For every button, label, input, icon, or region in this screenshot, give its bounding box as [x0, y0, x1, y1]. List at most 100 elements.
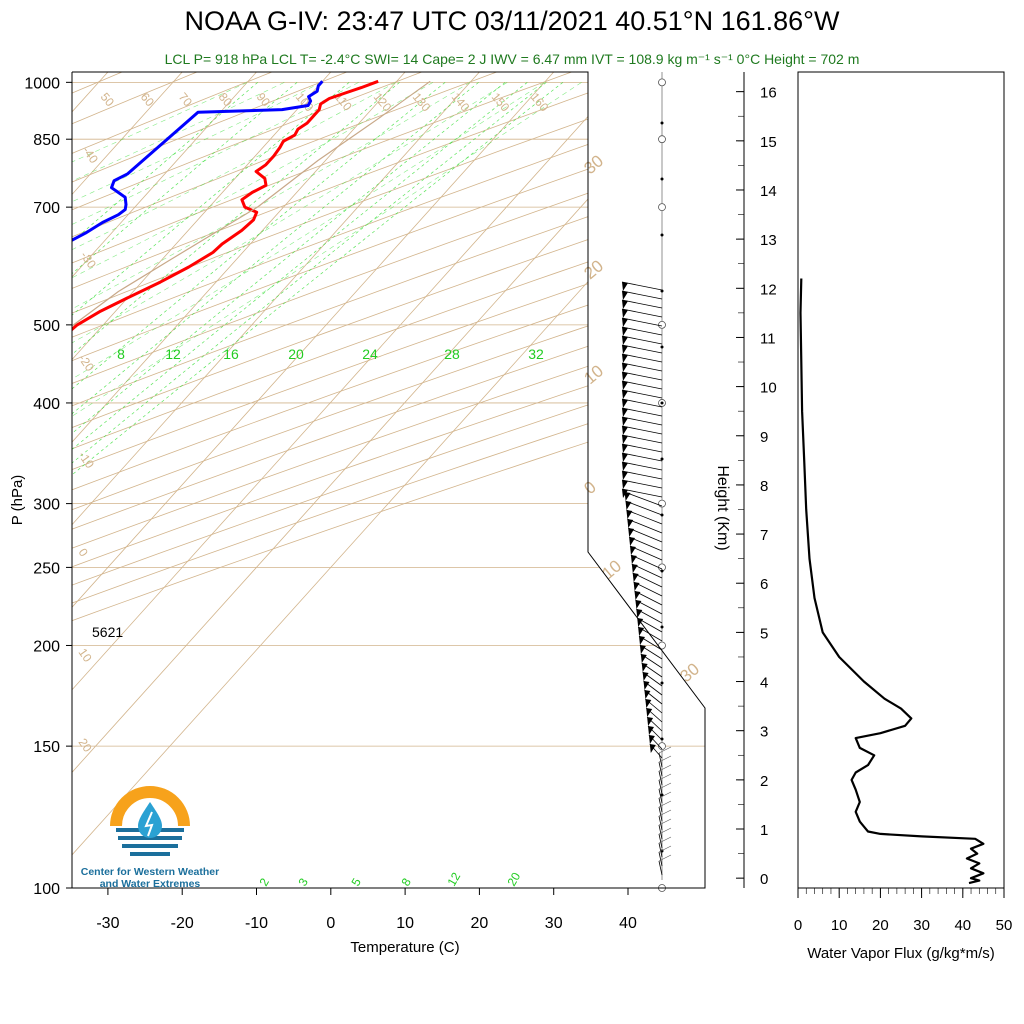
height-tick-label: 1 [760, 822, 768, 839]
wind-barb-flag [643, 681, 650, 690]
wind-barb-flag [636, 609, 643, 618]
wind-barb-flag [630, 546, 636, 555]
wind-barb-feather [658, 755, 672, 763]
wind-level-dot [660, 233, 664, 237]
isotherm-label: 0 [76, 546, 91, 560]
wind-barb-flag [646, 708, 653, 717]
wind-barb-flag [645, 699, 652, 708]
wind-barb [658, 752, 663, 768]
mixing-ratio-label: 28 [444, 346, 460, 362]
wind-barb [621, 344, 663, 354]
wind-barb [658, 851, 663, 867]
height-tick-label: 7 [760, 527, 768, 544]
wind-barb [621, 434, 663, 444]
height-tick-label: 15 [760, 134, 777, 151]
wind-barb-flag [641, 663, 648, 672]
wind-barb-flag [642, 672, 649, 681]
chart-title: NOAA G-IV: 23:47 UTC 03/11/2021 40.51°N … [184, 6, 840, 36]
logo-icon [110, 786, 190, 860]
wind-barb [621, 317, 663, 327]
wind-barb-flag [622, 408, 628, 417]
height-tick-label: 14 [760, 183, 777, 200]
dry-adiabat [72, 72, 705, 888]
isotherm-label: 30 [676, 659, 703, 686]
dry-adiabat [72, 72, 705, 888]
y-tick-label: 200 [33, 638, 60, 655]
dry-adiabat [72, 72, 666, 888]
wind-barb [621, 389, 663, 399]
wind-level-circle [658, 78, 666, 87]
x-tick-label: 30 [545, 915, 563, 932]
x-axis-label: Temperature (C) [350, 939, 459, 956]
isotherm-label: -40 [80, 144, 102, 167]
dry-adiabat [72, 72, 214, 888]
moist-adiabat [72, 82, 508, 646]
wind-barb-flag [624, 492, 631, 501]
wind-barb [658, 824, 663, 840]
isotherm [72, 72, 332, 888]
chart-subtitle: LCL P= 918 hPa LCL T= -2.4°C SWI= 14 Cap… [164, 51, 860, 67]
height-tick-label: 12 [760, 281, 777, 298]
isotherm-label: 10 [598, 556, 625, 583]
wind-barb-flag [625, 501, 632, 510]
wind-barb [658, 842, 663, 858]
flux-x-tick-label: 0 [794, 917, 802, 934]
flux-x-tick-label: 30 [913, 917, 930, 934]
wind-barb-feather [658, 827, 672, 835]
mixing-ratio-line [72, 82, 479, 646]
flux-x-axis-label: Water Vapor Flux (g/kg*m/s) [807, 945, 995, 962]
mixing-ratio-line [72, 82, 446, 646]
logo-text-line2: and Water Extremes [99, 878, 201, 890]
wind-barb-flag [647, 717, 654, 726]
dry-adiabat [72, 72, 705, 888]
wind-level-circle [658, 320, 666, 329]
dry-adiabat-label: 70 [176, 90, 196, 109]
wind-barb-flag [622, 417, 628, 426]
wind-barb-feather [658, 764, 672, 772]
y-tick-label: 700 [33, 200, 60, 217]
wind-barb-flag [622, 381, 628, 390]
dry-adiabat-label: 80 [216, 90, 236, 109]
dry-adiabat [72, 72, 705, 888]
wind-barb [658, 815, 663, 831]
wind-barb-feather [658, 773, 672, 781]
isotherm-label: 10 [580, 361, 607, 388]
wind-level-circle [658, 135, 666, 144]
mixing-ratio-label: 16 [223, 346, 239, 362]
height-tick-label: 13 [760, 232, 777, 249]
dry-adiabat [72, 72, 705, 888]
wind-barb-flag [622, 399, 628, 408]
wind-barb-flag [634, 591, 641, 600]
skew-t-axes: -30 -20 -10 0 10 20 30 401001502002503004005007… [24, 75, 637, 932]
wind-barb-flag [622, 318, 628, 327]
mixing-ratio-line [72, 82, 528, 646]
wind-barb [627, 518, 663, 534]
mixing-ratio-line [72, 82, 506, 646]
wind-barb-flag [622, 300, 628, 309]
wind-barb [621, 479, 663, 489]
wind-barb [658, 761, 663, 777]
parcel-profile [72, 80, 431, 888]
wind-barb [621, 488, 663, 498]
y-tick-label: 100 [33, 881, 60, 898]
moist-adiabat [72, 82, 471, 646]
temperature-profile [72, 79, 379, 668]
wind-barb-feather [658, 809, 672, 817]
wind-level-circle [658, 742, 666, 751]
flux-x-tick-label: 50 [996, 917, 1013, 934]
wind-level-dot [660, 177, 664, 181]
wind-level-dot [660, 345, 664, 349]
height-axis-label: Height (Km) [714, 465, 731, 550]
wind-barb-flag [622, 327, 628, 336]
dry-adiabat-label: 140 [449, 90, 473, 115]
dry-adiabat-label: 90 [254, 90, 274, 109]
mixing-ratio-label: 12 [444, 870, 463, 889]
y-tick-label: 250 [33, 560, 60, 577]
isotherm [72, 72, 257, 888]
y-tick-label: 850 [33, 132, 60, 149]
isotherm [72, 72, 629, 888]
isotherm [72, 72, 183, 888]
height-tick-label: 11 [760, 330, 776, 347]
